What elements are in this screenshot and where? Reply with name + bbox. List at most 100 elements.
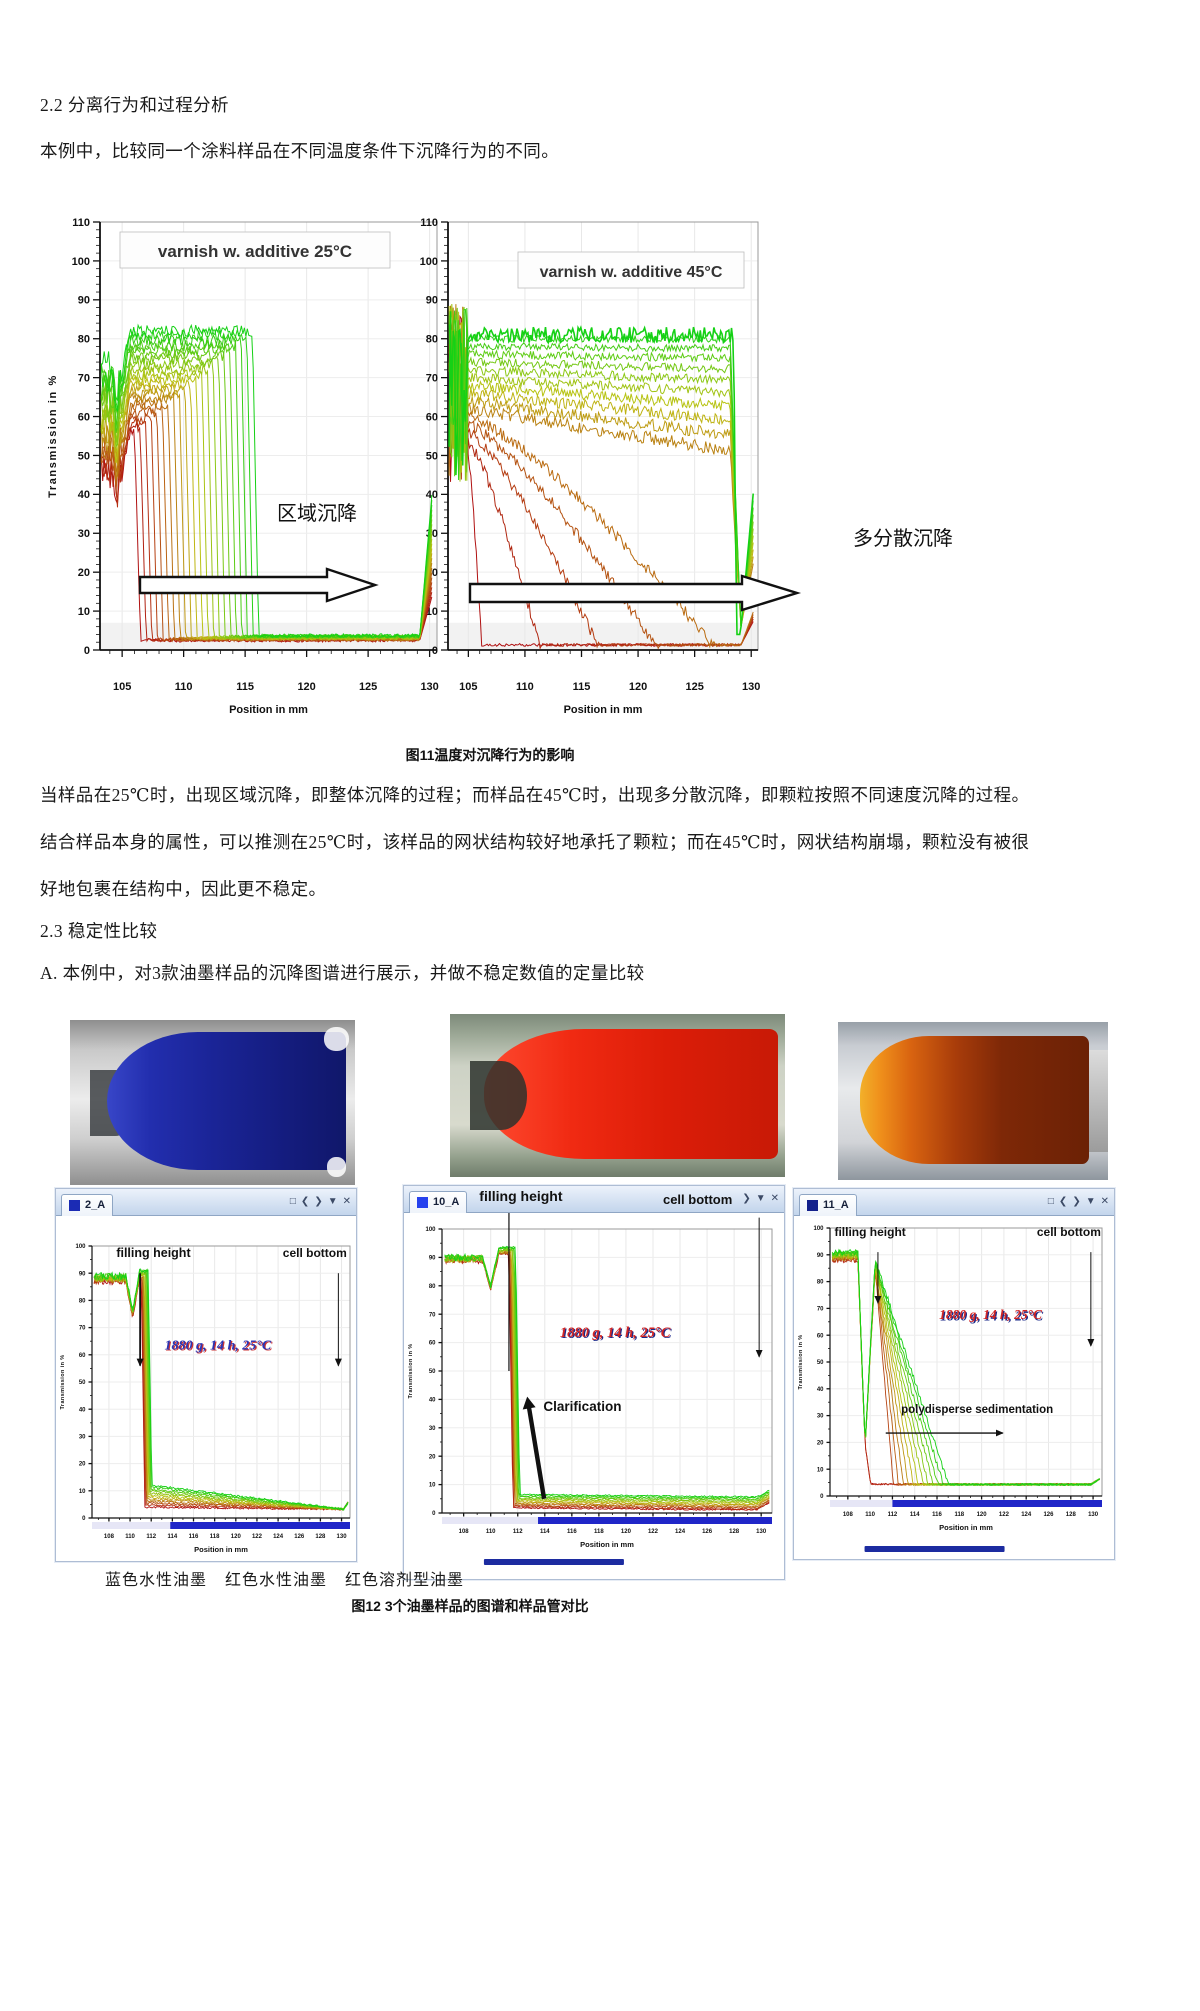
- y-tick-label: 110: [72, 217, 90, 229]
- instrument-panel-10A: 10_A filling height cell bottom ❯ ▼ ✕ 0 1…: [403, 1185, 785, 1580]
- zone-sedimentation-label: 区域沉降: [277, 502, 357, 525]
- y-tick-label: 70: [426, 372, 438, 384]
- profile-curve: [444, 1245, 770, 1499]
- sample-cell-photo-blue-ink: [70, 1020, 355, 1185]
- y-tick-label: 30: [817, 1414, 824, 1420]
- x-tick-label: 110: [486, 1529, 496, 1535]
- nav-right-icon[interactable]: ❯: [314, 1196, 323, 1207]
- x-axis-label: Position in mm: [229, 704, 308, 716]
- x-tick-label: 120: [629, 681, 647, 693]
- x-tick-label: 108: [459, 1529, 470, 1535]
- nav-left-icon[interactable]: ❮: [300, 1196, 310, 1207]
- x-tick-label: 124: [1021, 1512, 1032, 1518]
- nav-right-icon[interactable]: ❯: [742, 1193, 751, 1204]
- polydisperse-sedimentation-label: 多分散沉降: [853, 527, 953, 550]
- x-tick-label: 120: [621, 1529, 632, 1535]
- pin-icon[interactable]: ▼: [327, 1196, 338, 1207]
- y-tick-label: 40: [429, 1398, 436, 1404]
- close-icon[interactable]: ✕: [1100, 1196, 1109, 1207]
- y-tick-label: 80: [429, 1284, 436, 1290]
- reflection-highlight: [323, 1026, 350, 1052]
- run-conditions-label: 1880 g, 14 h, 25°C: [939, 1307, 1043, 1322]
- x-tick-label: 126: [702, 1529, 713, 1535]
- direction-arrow: [468, 574, 802, 612]
- x-tick-label: 110: [865, 1512, 875, 1518]
- y-tick-label: 100: [425, 1227, 436, 1233]
- x-tick-label: 116: [567, 1529, 577, 1535]
- profile-curve: [448, 306, 754, 649]
- x-tick-label: 128: [1066, 1512, 1077, 1518]
- x-tick-label: 128: [315, 1534, 326, 1540]
- tab-2A[interactable]: 2_A: [61, 1193, 114, 1216]
- tab-label: 10_A: [433, 1196, 460, 1208]
- sample-color-icon: [69, 1199, 80, 1211]
- paragraph-item-a: A. 本例中，对3款油墨样品的沉降图谱进行展示，并做不稳定数值的定量比较: [40, 963, 645, 983]
- nav-left-icon[interactable]: ❮: [1058, 1196, 1068, 1207]
- chart-11A: 0 10 20 30 40 50 60 70 80 90 100 108 110 112 114 116 118…: [798, 1225, 1103, 1552]
- tab-10A[interactable]: 10_A: [409, 1190, 468, 1213]
- cropped-text-artifact: [864, 1546, 1005, 1552]
- y-tick-label: 50: [79, 1380, 86, 1386]
- restore-window-icon[interactable]: □: [289, 1196, 296, 1207]
- y-tick-label: 80: [78, 334, 90, 346]
- x-tick-label: 120: [297, 681, 315, 693]
- profile-curves: [93, 1268, 349, 1511]
- y-tick-label: 80: [817, 1280, 824, 1286]
- y-tick-label: 50: [429, 1369, 436, 1375]
- chart-frame: 0 10 20 30 40 50 60 70 80 90 100 108 110 112 114 116 118…: [798, 1226, 1103, 1532]
- filling-height-label: filling height: [479, 1188, 563, 1204]
- window-controls: ❯ ▼ ✕: [742, 1194, 779, 1204]
- tab-11A[interactable]: 11_A: [799, 1193, 857, 1216]
- profile-curves: [831, 1248, 1101, 1487]
- x-tick-label: 110: [175, 681, 193, 693]
- profile-curve: [448, 319, 754, 627]
- filling-height-label: filling height: [116, 1246, 191, 1260]
- profile-curve: [94, 1268, 349, 1511]
- x-axis-label: Position in mm: [194, 1545, 248, 1554]
- run-conditions-label: 1880 g, 14 h, 25°C: [164, 1338, 271, 1353]
- x-tick-label: 108: [843, 1512, 854, 1518]
- x-tick-label: 114: [540, 1529, 550, 1535]
- figure11-annotations: varnish w. additive 25°C varnish w. addit…: [119, 231, 953, 612]
- x-tick-label: 126: [1043, 1512, 1054, 1518]
- blue-ink-cell: [107, 1031, 347, 1171]
- chart-frame: 0 10 20 30 40 50 60 70 80 90 100 108 110 112 114 116 118…: [408, 1227, 773, 1549]
- close-icon[interactable]: ✕: [342, 1196, 351, 1207]
- profile-curve: [448, 311, 754, 636]
- y-tick-label: 100: [813, 1226, 824, 1232]
- orange-ink-cell: [859, 1036, 1090, 1165]
- x-tick-label: 115: [573, 681, 591, 693]
- x-axis-label: Position in mm: [939, 1523, 993, 1532]
- profile-curve: [831, 1248, 1101, 1487]
- profile-curves: [444, 1245, 770, 1511]
- chart-title-right: varnish w. additive 45°C: [540, 264, 723, 281]
- position-scrollbar[interactable]: [830, 1500, 1102, 1507]
- position-scrollbar[interactable]: [92, 1522, 350, 1529]
- profile-curve: [448, 306, 754, 627]
- y-tick-label: 0: [432, 1511, 436, 1517]
- restore-window-icon[interactable]: □: [1047, 1196, 1054, 1207]
- close-icon[interactable]: ✕: [770, 1193, 779, 1204]
- cell-bottom-label: cell bottom: [662, 1191, 733, 1207]
- x-tick-label: 112: [146, 1534, 156, 1540]
- nav-right-icon[interactable]: ❯: [1072, 1196, 1081, 1207]
- profile-curve: [448, 303, 754, 627]
- panel-tabbar: 2_A □ ❮ ❯ ▼ ✕: [56, 1189, 356, 1216]
- profile-curve: [448, 337, 754, 627]
- y-tick-label: 0: [82, 1516, 86, 1522]
- position-scrollbar[interactable]: [442, 1517, 772, 1524]
- pin-icon[interactable]: ▼: [755, 1193, 766, 1204]
- y-tick-label: 90: [79, 1271, 86, 1277]
- section-heading-2-3: 2.3 稳定性比较: [40, 921, 158, 941]
- x-axis-label: Position in mm: [580, 1540, 634, 1549]
- y-tick-label: 90: [429, 1256, 436, 1262]
- intro-paragraph: 本例中，比较同一个涂料样品在不同温度条件下沉降行为的不同。: [40, 141, 560, 161]
- y-tick-label: 10: [79, 1489, 86, 1495]
- chart-10A: 0 10 20 30 40 50 60 70 80 90 100 108 110 112 114 116 118…: [408, 1213, 773, 1565]
- y-tick-label: 40: [78, 489, 90, 501]
- x-tick-label: 110: [516, 681, 534, 693]
- ink-label-blue: 蓝色水性油墨: [105, 1572, 208, 1589]
- pin-icon[interactable]: ▼: [1085, 1196, 1096, 1207]
- y-tick-label: 30: [79, 1435, 86, 1441]
